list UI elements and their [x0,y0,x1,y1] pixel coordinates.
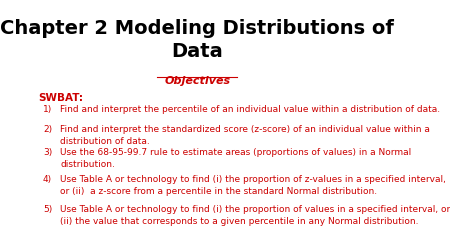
Text: Use Table A or technology to find (i) the proportion of values in a specified in: Use Table A or technology to find (i) th… [60,205,450,225]
Text: 1): 1) [43,105,52,114]
Text: 2): 2) [43,125,52,134]
Text: 5): 5) [43,205,52,213]
Text: Chapter 2 Modeling Distributions of
Data: Chapter 2 Modeling Distributions of Data [0,19,394,61]
Text: Find and interpret the standardized score (z-score) of an individual value withi: Find and interpret the standardized scor… [60,125,430,145]
Text: Objectives: Objectives [164,76,230,86]
Text: Find and interpret the percentile of an individual value within a distribution o: Find and interpret the percentile of an … [60,105,441,114]
Text: Use the 68-95-99.7 rule to estimate areas (proportions of values) in a Normal
di: Use the 68-95-99.7 rule to estimate area… [60,147,412,168]
Text: 3): 3) [43,147,52,156]
Text: Use Table A or technology to find (i) the proportion of z-values in a specified : Use Table A or technology to find (i) th… [60,175,446,195]
Text: 4): 4) [43,175,52,183]
Text: SWBAT:: SWBAT: [38,92,83,102]
